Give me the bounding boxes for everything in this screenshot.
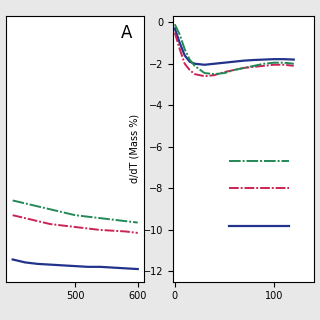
- Text: A: A: [121, 24, 132, 42]
- Y-axis label: d/dT (Mass %): d/dT (Mass %): [130, 114, 140, 183]
